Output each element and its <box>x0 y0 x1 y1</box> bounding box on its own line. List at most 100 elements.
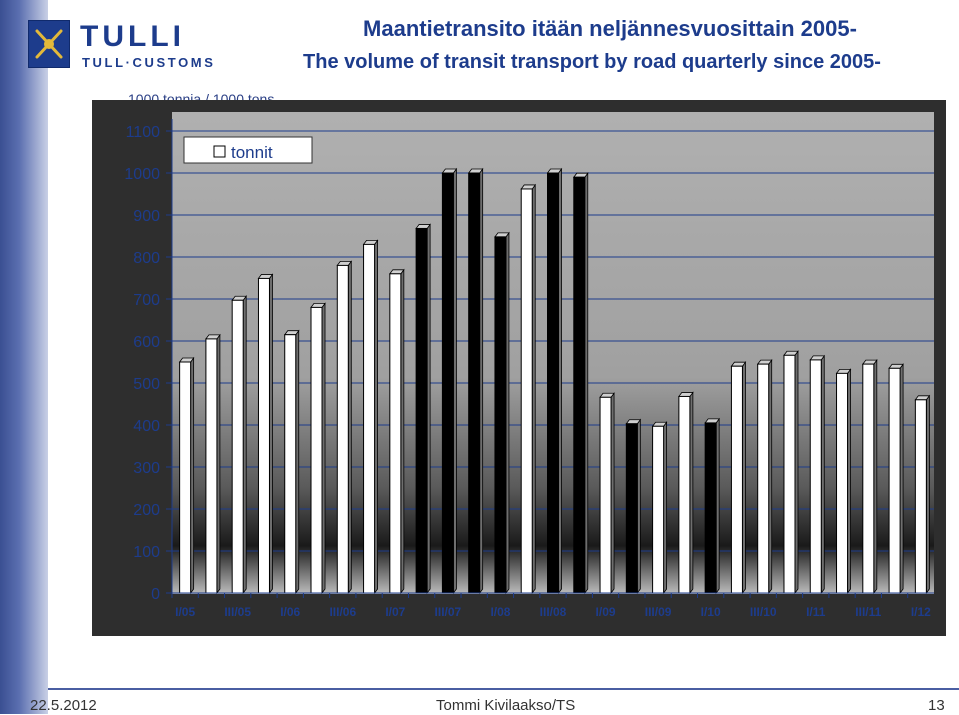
bar-top <box>862 359 878 365</box>
bar <box>862 358 878 595</box>
bar-front <box>284 334 297 594</box>
bar <box>441 167 458 595</box>
bar-top <box>362 239 379 245</box>
y-tick-label: 300 <box>133 460 160 477</box>
x-tick-label: III/07 <box>435 605 462 619</box>
bar-top <box>467 168 484 174</box>
legend-box <box>183 136 313 164</box>
bar-front <box>389 273 402 594</box>
bar <box>730 361 747 595</box>
x-tick-label: I/10 <box>701 605 721 619</box>
x-tick-label: I/09 <box>596 605 616 619</box>
x-axis-ticks: I/05 III/05 I/06 III/06 I/07 III/07 I/08 III/08… <box>171 592 934 619</box>
bar-top <box>730 361 747 367</box>
bar <box>783 350 799 595</box>
bar-front <box>205 338 218 594</box>
y-tick-label: 500 <box>133 376 160 393</box>
bar-top <box>651 421 668 427</box>
bar <box>546 167 563 595</box>
bars <box>178 167 931 595</box>
y-tick-label: 900 <box>133 208 160 225</box>
bar-front <box>704 422 717 594</box>
bar-top <box>494 232 510 238</box>
bar-top <box>257 274 274 279</box>
bar-front <box>573 176 586 594</box>
bar-front <box>494 236 507 594</box>
bar-top <box>283 330 300 336</box>
x-tick-label: III/10 <box>750 605 777 619</box>
y-tick-label: 400 <box>133 418 160 435</box>
bar-top <box>704 418 720 424</box>
tulli-emblem-logo <box>28 20 70 68</box>
bar <box>467 167 484 595</box>
bar <box>257 273 274 595</box>
bar <box>336 260 353 595</box>
bar-top <box>205 334 221 340</box>
chart-title-english: The volume of transit transport by road … <box>303 51 881 73</box>
legend-swatch <box>213 145 226 158</box>
bar-front <box>757 363 770 594</box>
bar <box>205 333 221 595</box>
bar <box>178 356 195 595</box>
x-tick-label: I/06 <box>280 605 300 619</box>
legend-label: tonnit <box>231 143 273 162</box>
bar-top <box>310 302 326 308</box>
footer-date: 22.5.2012 <box>30 697 97 714</box>
bar-top <box>599 392 615 398</box>
logo-wordmark: TULLI <box>80 20 185 53</box>
bar-front <box>415 227 428 594</box>
bar-top <box>441 168 458 174</box>
bar-front <box>652 425 665 594</box>
x-tick-label: I/05 <box>175 605 195 619</box>
bar-front <box>836 372 849 594</box>
bar-top <box>572 172 589 178</box>
y-tick-label: 100 <box>133 544 160 561</box>
bar-top <box>888 363 904 369</box>
bar <box>914 394 931 595</box>
x-tick-label: III/08 <box>540 605 567 619</box>
bar-front <box>336 264 349 594</box>
y-tick-label: 1100 <box>126 124 161 141</box>
bar-top <box>835 368 852 374</box>
y-tick-label: 800 <box>133 250 160 267</box>
bar <box>756 358 773 595</box>
y-tick-label: 200 <box>133 502 160 519</box>
bar <box>283 329 300 595</box>
bar-top <box>178 357 195 363</box>
bar-front <box>783 354 796 594</box>
bar <box>651 421 668 595</box>
bar-top <box>336 260 353 266</box>
x-tick-label: I/08 <box>490 605 510 619</box>
bar <box>809 354 826 595</box>
footer-page-number: 13 <box>928 697 945 714</box>
bar-front <box>257 277 270 594</box>
bar-chart: 0 100 200 300 400 500 600 700 800 900 1000 1100 I/0… <box>92 100 946 636</box>
bar-top <box>678 392 694 397</box>
bar-front <box>809 359 822 594</box>
side-band <box>0 0 48 714</box>
bar-top <box>625 419 642 425</box>
bar-front <box>914 399 927 594</box>
bar-front <box>547 172 559 594</box>
bar <box>362 239 379 595</box>
footer-divider <box>48 688 959 690</box>
bar <box>888 363 904 595</box>
logo-subtitle: TULL·CUSTOMS <box>82 55 216 70</box>
y-tick-label: 700 <box>133 292 160 309</box>
bar-front <box>888 367 901 594</box>
bar-top <box>415 224 431 229</box>
bar-front <box>468 172 481 594</box>
bar-top <box>809 355 826 361</box>
bar-front <box>678 395 691 594</box>
bar-front <box>520 188 533 594</box>
bar-front <box>363 243 376 594</box>
x-tick-label: III/06 <box>329 605 356 619</box>
bar <box>520 183 537 595</box>
footer-author: Tommi Kivilaakso/TS <box>436 697 576 714</box>
bar-front <box>625 423 638 594</box>
bar-top <box>520 184 537 190</box>
legend: tonnit <box>183 136 313 164</box>
y-tick-label: 1000 <box>124 166 160 183</box>
x-tick-label: III/09 <box>645 605 672 619</box>
bar <box>835 368 852 595</box>
